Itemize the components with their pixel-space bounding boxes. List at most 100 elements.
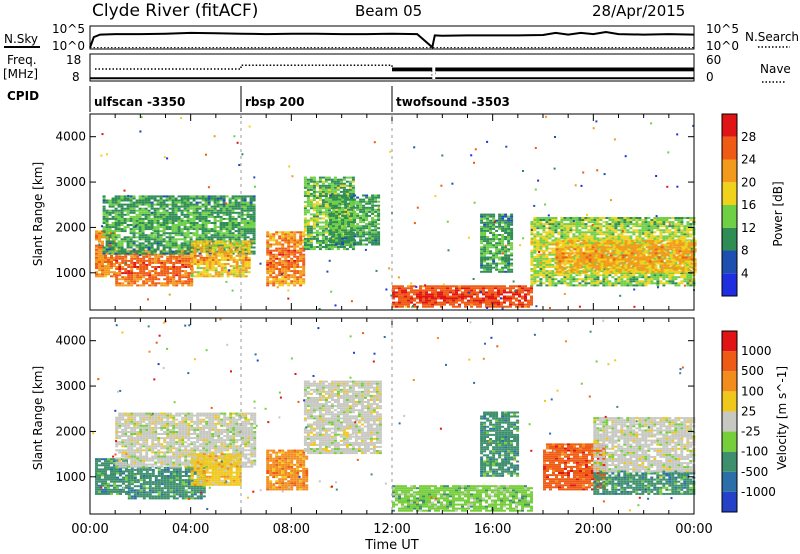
cell-band-7	[494, 297, 497, 300]
cell-band-2	[165, 226, 169, 229]
cell-band-9	[542, 223, 546, 226]
cell-band-7	[512, 287, 515, 290]
cell-band-0	[101, 246, 104, 249]
cell-band-2	[141, 211, 145, 214]
cell-band-9	[560, 282, 564, 285]
cell-band-1	[169, 276, 173, 279]
cell-band-4	[293, 276, 297, 279]
cell-band-9	[545, 255, 549, 258]
cell-band-5	[351, 190, 355, 193]
cell-band-2	[153, 207, 157, 210]
cell-band-2	[156, 209, 160, 212]
cell-band-9	[629, 221, 633, 224]
cell-band-9	[548, 257, 552, 260]
cell-band-3	[193, 275, 197, 278]
cell-band-7	[428, 303, 431, 306]
cell-band-9	[584, 231, 588, 234]
cell-band-2	[231, 252, 235, 255]
cell-band-9	[539, 278, 543, 281]
cell-band-7	[422, 295, 425, 298]
cell-band-2	[156, 224, 160, 226]
cell-band-4	[287, 237, 291, 240]
cell-band-9	[626, 272, 630, 275]
cell-band-6	[359, 237, 363, 240]
cell-band-2	[234, 195, 238, 198]
cell-band-7	[458, 293, 461, 296]
cell-band-1	[172, 274, 176, 277]
cell-band-5	[336, 186, 340, 189]
cell-band-8	[480, 221, 484, 224]
cell-band-4	[275, 253, 279, 256]
cell-band-2	[246, 228, 250, 231]
cell-band-2	[108, 224, 112, 226]
cell-band-2	[177, 234, 181, 237]
cell-band-4	[281, 231, 285, 234]
cell-band-5	[303, 221, 307, 224]
cell-band-2	[228, 215, 232, 218]
cell-band-1	[142, 268, 146, 270]
cell-band-2	[135, 246, 139, 249]
cell-band-5	[339, 217, 343, 220]
cell-band-6	[368, 231, 372, 234]
cell-band-7	[518, 305, 521, 308]
cell-band-1	[145, 282, 149, 285]
cell-band-2	[186, 211, 190, 214]
cell-band-2	[153, 203, 157, 206]
cell-band-6	[329, 223, 333, 226]
beam-label: Beam 05	[355, 2, 422, 20]
cell-band-2	[174, 228, 178, 231]
cell-band-9	[614, 284, 618, 287]
cell-band-9	[545, 266, 549, 268]
cell-band-2	[150, 224, 154, 226]
cell-band-8	[507, 270, 511, 273]
cell-band-5	[348, 188, 352, 191]
cell-band-5	[312, 237, 316, 240]
cell-band-9	[611, 284, 615, 287]
cell-band-9	[545, 239, 549, 242]
cell-band-2	[102, 222, 106, 224]
cell-band-1	[133, 278, 137, 281]
cell-band-2	[177, 215, 181, 218]
cell-band-2	[219, 203, 223, 206]
cell-band-5	[303, 195, 307, 197]
cell-band-8	[504, 270, 508, 273]
cell-band-6	[377, 239, 381, 242]
cell-band-2	[180, 219, 184, 222]
cell-band-4	[302, 272, 306, 275]
cell-band-3	[193, 254, 197, 257]
cell-band-9	[539, 225, 543, 228]
cell-band-7	[512, 285, 515, 288]
cell-band-9	[575, 221, 579, 224]
cell-band-2	[219, 215, 223, 218]
cell-band-2	[159, 211, 163, 214]
cell-band-1	[151, 259, 155, 262]
cell-band-9	[530, 239, 534, 242]
cell-band-9	[623, 223, 627, 226]
cell-band-2	[141, 226, 145, 229]
cell-band-6	[368, 223, 372, 226]
cell-band-3	[229, 250, 233, 253]
cell-band-1	[148, 274, 152, 277]
cell-band-3	[241, 267, 245, 270]
cell-band-2	[171, 195, 175, 198]
cell-band-8	[495, 254, 499, 257]
cell-band-4	[278, 249, 282, 252]
cell-band-3	[223, 244, 227, 247]
cell-band-1	[115, 284, 119, 287]
cell-band-7	[503, 291, 506, 294]
cell-band-8	[486, 240, 490, 243]
cell-band-7	[422, 303, 425, 306]
cell-band-3	[235, 263, 239, 265]
cell-band-2	[240, 228, 244, 231]
cell-band-9	[578, 237, 582, 240]
cell-band-1	[154, 274, 158, 277]
cell-band-1	[121, 278, 125, 281]
cell-band-9	[575, 272, 579, 275]
cell-band-0	[110, 254, 113, 257]
cell-band-2	[156, 195, 160, 198]
cell-band-1	[163, 263, 167, 266]
cell-band-1	[142, 282, 146, 285]
cell-band-2	[135, 240, 139, 243]
cell-band-9	[551, 235, 555, 238]
cell-band-1	[148, 270, 152, 273]
